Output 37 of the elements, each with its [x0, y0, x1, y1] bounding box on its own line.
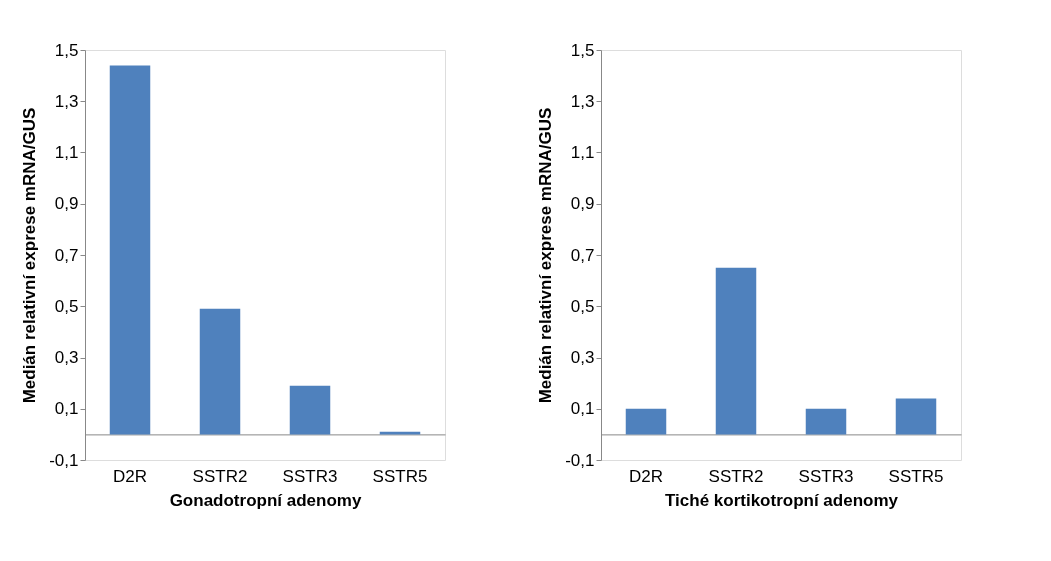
- x-tick-label: SSTR5: [372, 466, 428, 486]
- y-axis-title: Medián relativní exprese mRNA/GUS: [20, 107, 40, 404]
- y-tick-label: 1,1: [570, 143, 595, 162]
- bar: [625, 408, 667, 435]
- x-axis-title: Gonadotropní adenomy: [169, 490, 362, 510]
- bar: [109, 65, 151, 435]
- x-tick-label: D2R: [628, 466, 664, 486]
- y-tick-label: 0,9: [54, 194, 79, 214]
- y-tick-label: 0,5: [54, 296, 79, 316]
- x-axis-title: Tiché kortikotropní adenomy: [664, 490, 899, 510]
- bar: [199, 308, 241, 435]
- y-tick-label: 0,1: [54, 399, 79, 419]
- y-tick-label: 0,1: [570, 399, 595, 419]
- bar: [805, 408, 847, 435]
- y-tick-label: 0,9: [570, 194, 595, 214]
- x-tick-label: SSTR3: [282, 466, 338, 486]
- x-tick-label: SSTR2: [708, 466, 764, 486]
- y-tick-label: 0,7: [54, 245, 79, 265]
- bar: [289, 385, 331, 435]
- y-tick-label: -0,1: [49, 450, 79, 470]
- x-tick-label: SSTR2: [192, 466, 248, 486]
- y-tick-label: 0,3: [54, 348, 79, 367]
- y-tick-label: 1,1: [54, 143, 79, 162]
- y-tick-label: 1,5: [570, 40, 595, 60]
- y-axis-title: Medián relativní exprese mRNA/GUS: [536, 107, 556, 404]
- y-tick-label: 0,5: [570, 296, 595, 316]
- bar: [715, 267, 757, 435]
- bar: [895, 398, 937, 435]
- x-tick-label: SSTR3: [798, 466, 854, 486]
- y-tick-label: 0,3: [570, 348, 595, 367]
- x-tick-label: D2R: [112, 466, 148, 486]
- y-tick-label: 1,5: [54, 40, 79, 60]
- y-tick-label: 1,3: [54, 91, 79, 111]
- x-tick-label: SSTR5: [888, 466, 944, 486]
- y-tick-label: 1,3: [570, 91, 595, 111]
- y-tick-label: -0,1: [565, 450, 595, 470]
- y-tick-label: 0,7: [570, 245, 595, 265]
